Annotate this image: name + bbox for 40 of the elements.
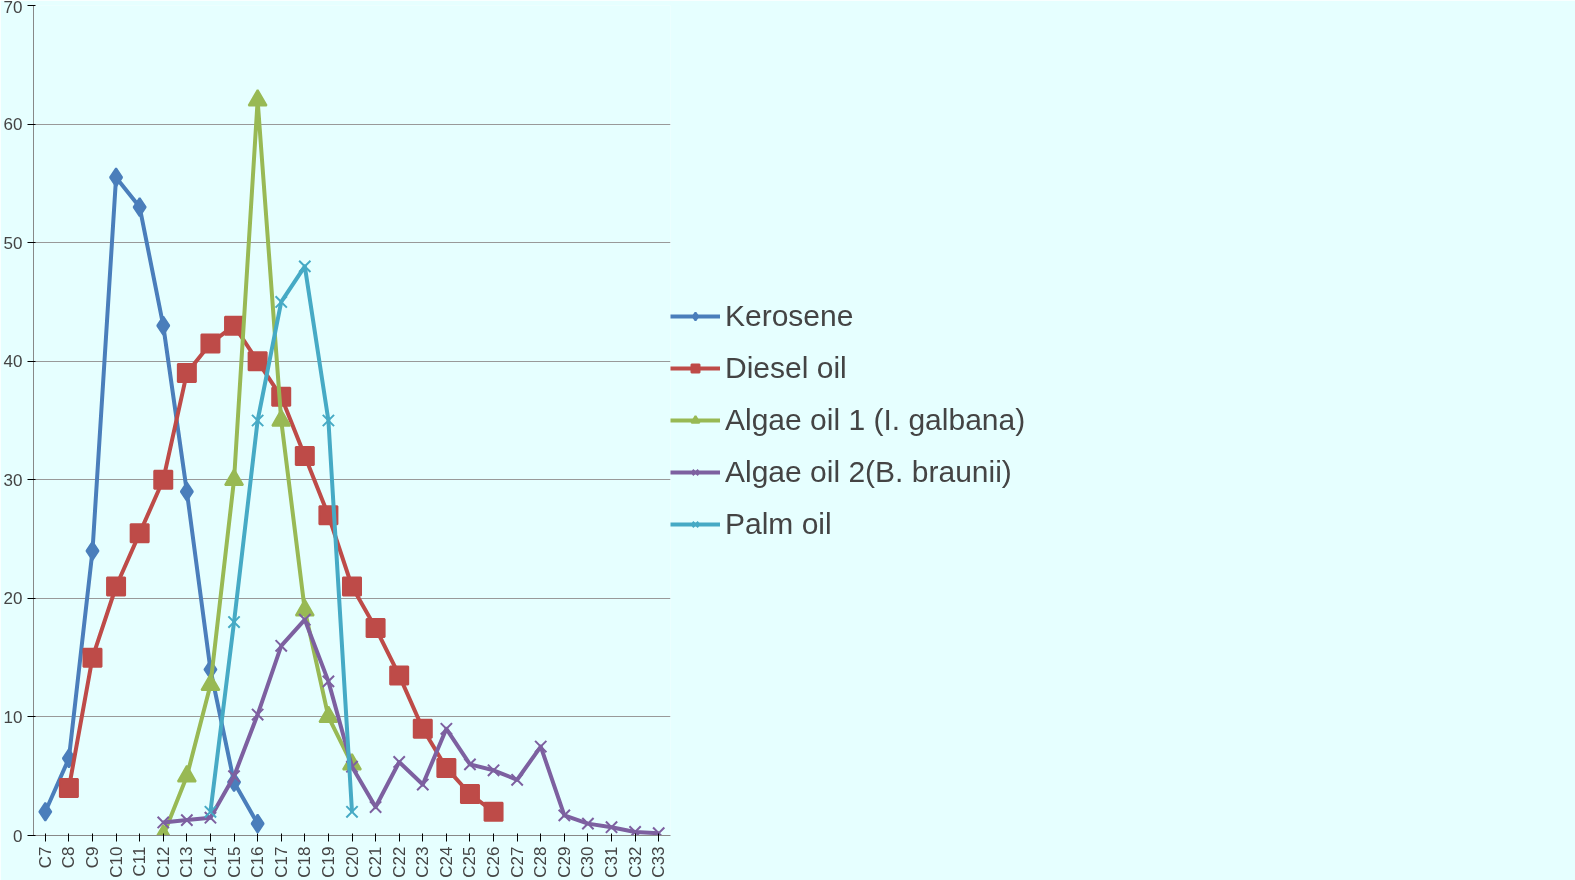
x-tick-label: C33 xyxy=(649,846,669,878)
legend-label: Algae oil 2(B. braunii) xyxy=(725,455,1013,489)
x-tick-label: C25 xyxy=(460,846,480,878)
x-tick-label: C13 xyxy=(177,846,197,878)
y-tick-label: 20 xyxy=(3,589,23,609)
y-tick-label: 0 xyxy=(13,826,23,846)
x-tick-label: C19 xyxy=(318,846,338,878)
x-tick-label: C9 xyxy=(82,846,102,869)
y-tick-label: 30 xyxy=(3,470,23,490)
y-tick-label: 50 xyxy=(3,233,23,253)
x-tick-label: C20 xyxy=(342,846,362,878)
legend-label: Kerosene xyxy=(725,299,855,333)
x-tick-label: C26 xyxy=(484,846,504,878)
y-tick-label: 70 xyxy=(3,0,23,17)
x-tick-label: C32 xyxy=(625,846,645,878)
y-tick-label: 40 xyxy=(3,352,23,372)
x-tick-label: C18 xyxy=(295,846,315,878)
x-tick-label: C24 xyxy=(436,846,456,878)
x-tick-label: C11 xyxy=(130,846,150,877)
x-tick-label: C21 xyxy=(366,846,386,878)
x-tick-label: C14 xyxy=(200,846,220,878)
x-tick-label: C31 xyxy=(602,846,622,878)
y-tick-label: 60 xyxy=(3,115,23,135)
x-tick-label: C17 xyxy=(271,846,291,878)
x-tick-label: C16 xyxy=(248,846,268,878)
legend-label: Palm oil xyxy=(725,507,833,541)
x-tick-label: C10 xyxy=(106,846,126,878)
x-tick-label: C22 xyxy=(389,846,409,878)
x-tick-label: C29 xyxy=(554,846,574,878)
x-tick-label: C15 xyxy=(224,846,244,878)
y-tick-label: 10 xyxy=(3,707,23,727)
x-tick-label: C8 xyxy=(59,846,79,869)
x-tick-label: C7 xyxy=(35,846,55,869)
x-tick-label: C12 xyxy=(153,846,173,878)
legend-label: Algae oil 1 (I. galbana) xyxy=(725,403,1027,437)
x-tick-label: C23 xyxy=(413,846,433,878)
x-tick-label: C27 xyxy=(507,846,527,878)
x-tick-label: C30 xyxy=(578,846,598,878)
x-tick-label: C28 xyxy=(531,846,551,878)
legend-label: Diesel oil xyxy=(725,351,848,385)
